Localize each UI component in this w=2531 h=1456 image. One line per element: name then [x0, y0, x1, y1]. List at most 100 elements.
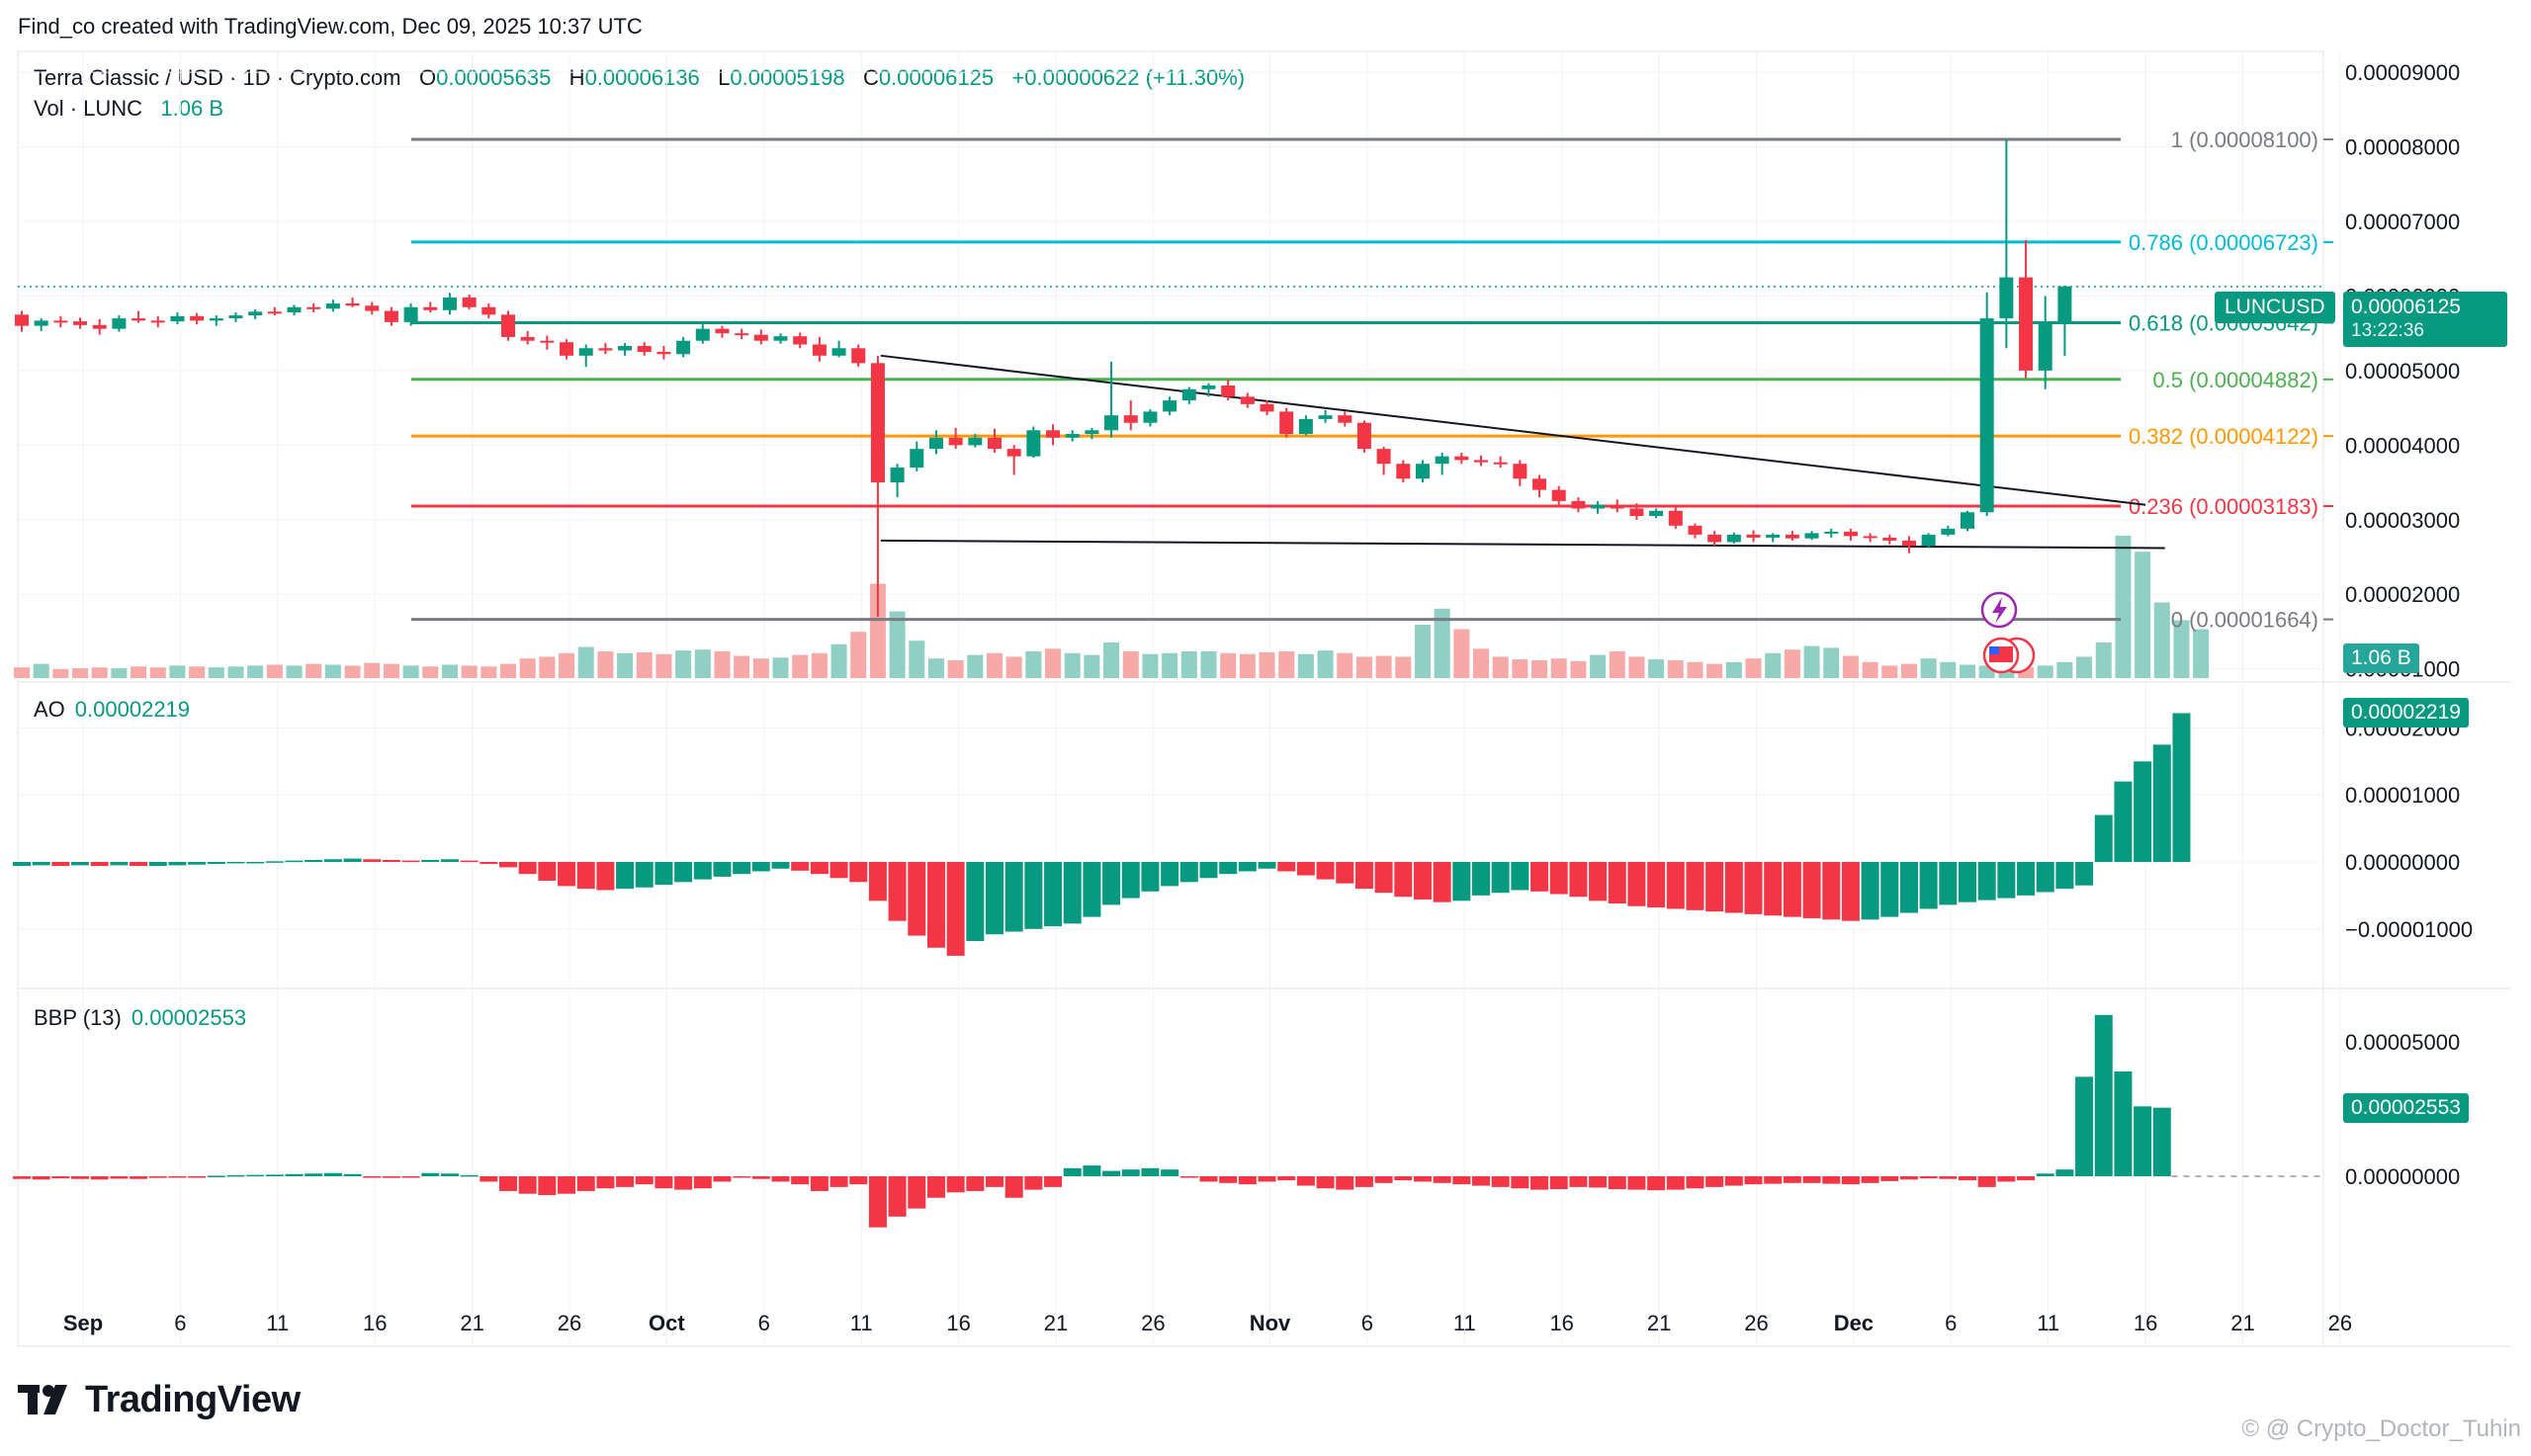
candle-body[interactable]	[1746, 534, 1761, 538]
candle-body[interactable]	[851, 348, 866, 364]
candle-body[interactable]	[1143, 411, 1158, 423]
candle-body[interactable]	[1649, 510, 1664, 517]
fibonacci-retracement[interactable]: 1 (0.00008100)0.786 (0.00006723)0.618 (0…	[18, 128, 2333, 633]
candle-body[interactable]	[1201, 385, 1216, 389]
candle-body[interactable]	[1181, 388, 1196, 401]
candle-body[interactable]	[1026, 430, 1041, 457]
candle-body[interactable]	[2019, 277, 2034, 371]
candle-body[interactable]	[1610, 504, 1624, 509]
candle-body[interactable]	[890, 467, 905, 483]
candle-body[interactable]	[910, 449, 924, 468]
candle-body[interactable]	[1104, 415, 1119, 431]
candle-body[interactable]	[1085, 430, 1099, 435]
candle-body[interactable]	[1221, 385, 1236, 397]
candle-body[interactable]	[618, 346, 633, 351]
candle-body[interactable]	[501, 314, 515, 337]
candle-body[interactable]	[695, 328, 710, 341]
candle-body[interactable]	[403, 306, 418, 322]
candle-body[interactable]	[520, 336, 535, 341]
candle-body[interactable]	[637, 346, 652, 353]
candle-body[interactable]	[870, 363, 885, 483]
candle-body[interactable]	[1726, 534, 1741, 543]
candle-body[interactable]	[793, 336, 808, 345]
candle-body[interactable]	[1396, 464, 1411, 479]
candle-body[interactable]	[287, 306, 302, 313]
candle-body[interactable]	[812, 344, 827, 356]
candle-body[interactable]	[1415, 464, 1430, 479]
candle-body[interactable]	[131, 318, 146, 321]
candle-body[interactable]	[1979, 318, 1994, 513]
candle-body[interactable]	[112, 318, 127, 329]
candle-body[interactable]	[384, 310, 398, 322]
candle-body[interactable]	[1921, 534, 1936, 547]
candle-body[interactable]	[423, 306, 438, 310]
candle-body[interactable]	[1882, 537, 1897, 541]
trendline[interactable]	[880, 539, 2165, 550]
candle-body[interactable]	[1493, 462, 1508, 465]
candle-body[interactable]	[1843, 531, 1858, 537]
candle-body[interactable]	[560, 342, 574, 356]
candle-body[interactable]	[1785, 534, 1799, 539]
tradingview-brand[interactable]: TradingView	[18, 1379, 301, 1421]
candle-body[interactable]	[1260, 403, 1274, 412]
candle-body[interactable]	[1513, 464, 1527, 479]
candle-body[interactable]	[1941, 528, 1956, 535]
candle-body[interactable]	[968, 437, 983, 446]
candle-body[interactable]	[1279, 411, 1294, 435]
candle-body[interactable]	[1901, 540, 1916, 547]
candle-body[interactable]	[1163, 400, 1178, 412]
trendlines[interactable]	[880, 354, 2165, 550]
time-axis[interactable]: Sep 6 11 16 21 26 Oct 6 11 16 21 26 Nov 6 11 16 21 26 Dec 6…	[63, 1311, 2352, 1335]
candle-body[interactable]	[1474, 460, 1488, 463]
candle-body[interactable]	[442, 297, 457, 310]
candle-body[interactable]	[1999, 277, 2014, 319]
candle-body[interactable]	[735, 333, 749, 336]
candle-body[interactable]	[1532, 478, 1547, 490]
candle-body[interactable]	[928, 437, 943, 450]
candle-body[interactable]	[150, 320, 165, 323]
candle-body[interactable]	[481, 306, 496, 315]
trendline[interactable]	[880, 354, 2146, 506]
candle-body[interactable]	[1454, 456, 1469, 461]
candle-body[interactable]	[34, 320, 48, 326]
candle-body[interactable]	[1766, 534, 1781, 538]
candle-body[interactable]	[345, 303, 360, 306]
ao-legend[interactable]: AO 0.00002219	[34, 697, 190, 723]
candle-body[interactable]	[1551, 489, 1566, 501]
candle-body[interactable]	[1123, 415, 1138, 423]
candle-body[interactable]	[15, 314, 29, 326]
candle-body[interactable]	[53, 320, 68, 323]
candle-body[interactable]	[92, 324, 107, 329]
candle-body[interactable]	[540, 340, 555, 343]
candle-body[interactable]	[1376, 449, 1391, 465]
candle-body[interactable]	[676, 340, 691, 355]
candle-body[interactable]	[1006, 449, 1021, 457]
symbol-title[interactable]: Terra Classic / USD · 1D · Crypto.com	[34, 65, 401, 90]
candle-body[interactable]	[578, 348, 593, 356]
candle-body[interactable]	[1298, 418, 1313, 435]
candle-body[interactable]	[325, 303, 340, 309]
candle-body[interactable]	[948, 437, 963, 446]
volume-legend[interactable]: Vol · LUNC 1.06 B	[34, 96, 223, 122]
candle-body[interactable]	[753, 334, 768, 341]
candle-body[interactable]	[1824, 531, 1839, 534]
candle-body[interactable]	[1688, 525, 1702, 535]
candle-body[interactable]	[1571, 500, 1586, 509]
candle-body[interactable]	[228, 315, 243, 319]
candle-body[interactable]	[2038, 323, 2052, 371]
candle-body[interactable]	[73, 321, 88, 325]
candle-body[interactable]	[170, 315, 185, 322]
candle-body[interactable]	[248, 311, 263, 316]
candle-body[interactable]	[1961, 512, 1974, 529]
candle-body[interactable]	[1863, 536, 1877, 539]
candle-body[interactable]	[462, 297, 477, 307]
candle-body[interactable]	[773, 336, 788, 341]
candle-body[interactable]	[365, 305, 380, 311]
bbp-legend[interactable]: BBP (13) 0.00002553	[34, 1005, 246, 1031]
candle-body[interactable]	[1240, 396, 1255, 404]
candle-body[interactable]	[1804, 533, 1819, 539]
candle-body[interactable]	[267, 311, 282, 314]
candle-body[interactable]	[656, 352, 671, 355]
price-axis[interactable]: 0.000090000.000080000.000070000.00006000…	[2345, 60, 2473, 1189]
